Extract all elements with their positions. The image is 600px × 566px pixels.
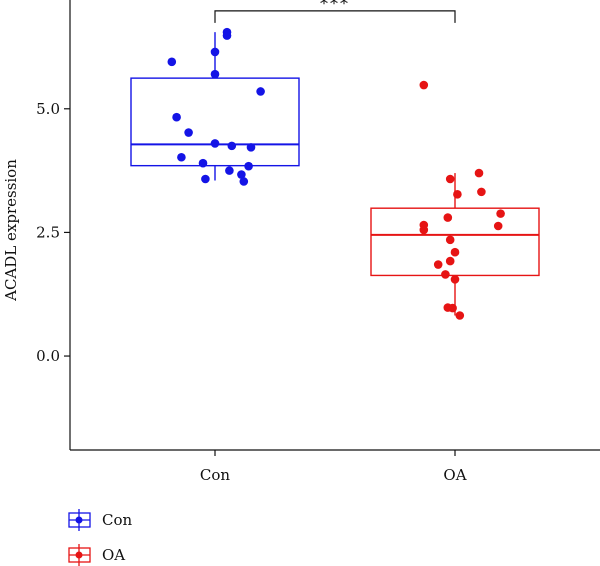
data-point-oa	[433, 260, 443, 269]
data-point-oa	[445, 174, 455, 184]
data-point-oa	[443, 213, 453, 222]
points	[167, 27, 505, 320]
data-point-oa	[477, 187, 486, 197]
data-point-oa	[448, 303, 457, 313]
legend-item-con: Con	[68, 509, 133, 531]
x-tick-label: Con	[200, 466, 231, 484]
legend-label: OA	[102, 546, 125, 564]
legend-point-icon	[75, 516, 83, 524]
x-tick-label: OA	[443, 466, 466, 484]
data-point-con	[244, 161, 253, 171]
legend-point-icon	[75, 551, 83, 559]
data-point-con	[237, 170, 246, 179]
data-point-con	[256, 87, 265, 96]
data-point-oa	[496, 209, 505, 218]
significance-label: ***	[320, 0, 350, 13]
legend: Con OA	[68, 509, 133, 566]
data-point-con	[210, 139, 220, 148]
data-point-oa	[445, 256, 455, 266]
data-point-oa	[445, 235, 455, 245]
significance-line	[214, 10, 456, 23]
y-axis-label: ACADL expression	[2, 159, 20, 302]
data-point-con	[222, 31, 232, 40]
data-point-con	[201, 174, 210, 184]
y-ticks: 0.0 2.5 5.0 Con OA	[36, 100, 467, 484]
data-point-con	[177, 152, 186, 162]
data-point-con	[210, 69, 220, 79]
y-tick-label: 5.0	[36, 100, 60, 118]
data-point-oa	[474, 168, 484, 178]
data-point-oa	[419, 80, 429, 90]
axes	[69, 0, 600, 451]
legend-item-oa: OA	[68, 544, 125, 566]
data-point-oa	[493, 221, 503, 231]
data-point-con	[184, 128, 193, 137]
data-point-con	[167, 57, 177, 67]
data-point-con	[246, 143, 256, 152]
legend-label: Con	[102, 511, 133, 529]
box-iqr	[130, 77, 300, 167]
data-point-con	[227, 141, 237, 151]
data-point-oa	[453, 190, 462, 199]
y-tick-label: 2.5	[36, 223, 60, 241]
data-point-con	[225, 166, 234, 175]
data-point-oa	[419, 225, 429, 235]
data-point-con	[210, 47, 220, 57]
box-iqr	[370, 207, 540, 277]
data-point-oa	[455, 311, 465, 320]
significance-bracket: ***	[214, 0, 456, 23]
y-tick-label: 0.0	[36, 347, 60, 365]
data-point-con	[198, 158, 208, 168]
data-point-con	[239, 177, 249, 186]
data-point-con	[172, 112, 181, 122]
data-point-oa	[450, 275, 460, 284]
data-point-oa	[441, 270, 450, 279]
data-point-oa	[450, 247, 460, 257]
